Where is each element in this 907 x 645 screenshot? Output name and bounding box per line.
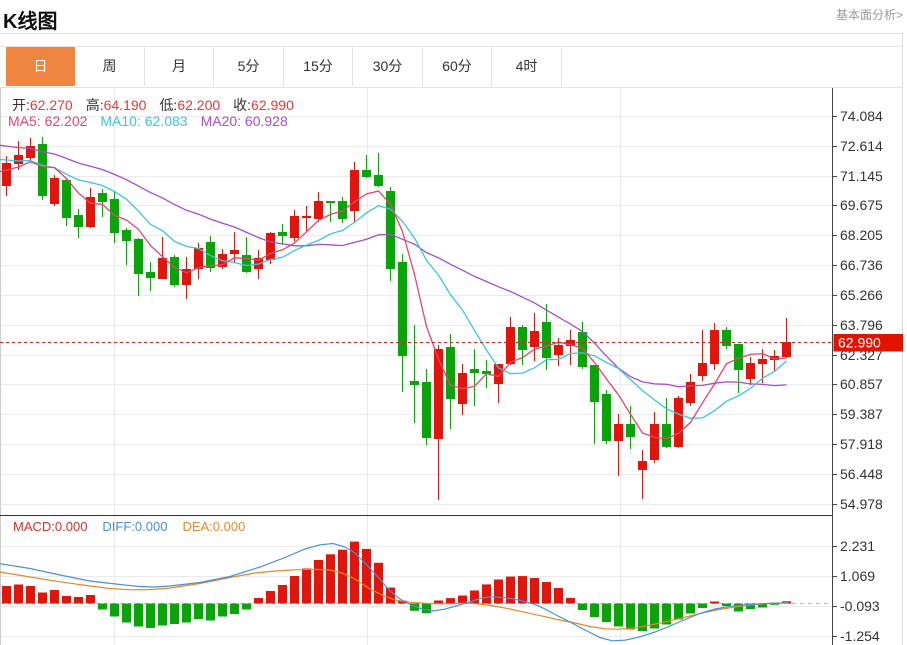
svg-text:74.084: 74.084: [840, 108, 883, 124]
svg-text:69.675: 69.675: [840, 197, 883, 213]
svg-text:57.918: 57.918: [840, 436, 883, 452]
svg-text:62.990: 62.990: [838, 335, 881, 351]
svg-text:1.069: 1.069: [840, 568, 875, 584]
svg-text:66.736: 66.736: [840, 257, 883, 273]
svg-text:60.857: 60.857: [840, 376, 883, 392]
svg-text:65.266: 65.266: [840, 287, 883, 303]
svg-text:56.448: 56.448: [840, 466, 883, 482]
svg-text:-0.093: -0.093: [840, 598, 880, 614]
svg-text:54.978: 54.978: [840, 496, 883, 512]
svg-text:2.231: 2.231: [840, 538, 875, 554]
svg-text:-1.254: -1.254: [840, 628, 880, 644]
svg-text:63.796: 63.796: [840, 317, 883, 333]
svg-text:68.205: 68.205: [840, 227, 883, 243]
svg-text:59.387: 59.387: [840, 406, 883, 422]
svg-text:71.145: 71.145: [840, 168, 883, 184]
svg-text:72.614: 72.614: [840, 138, 883, 154]
